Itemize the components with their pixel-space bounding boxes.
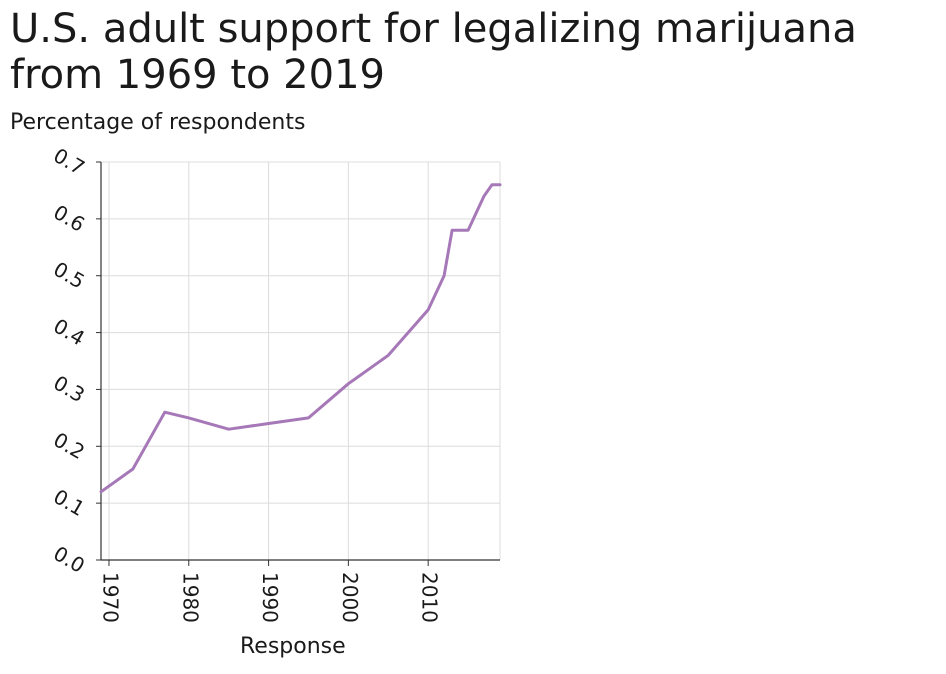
y-axis-label: Percentage of respondents [10,110,306,135]
y-tick-label: 0.7 [49,143,89,180]
y-tick-label: 0.5 [49,257,89,294]
series-line [99,183,502,494]
y-tick-label: 0.6 [49,200,89,237]
x-tick-label: 1980 [178,572,202,623]
x-tick-label: 1990 [258,572,282,623]
y-tick-label: 0.3 [49,371,89,408]
y-tick-label: 0.2 [49,427,89,464]
y-tick-label: 0.0 [49,541,89,578]
y-tick-label: 0.4 [49,314,89,351]
y-tick-label: 0.1 [49,484,89,521]
x-tick-label: 1970 [98,572,122,623]
x-axis-label: Response [240,634,346,659]
x-tick-label: 2010 [418,572,442,623]
x-tick-label: 2000 [338,572,362,623]
chart-title: U.S. adult support for legalizing mariju… [10,6,857,98]
